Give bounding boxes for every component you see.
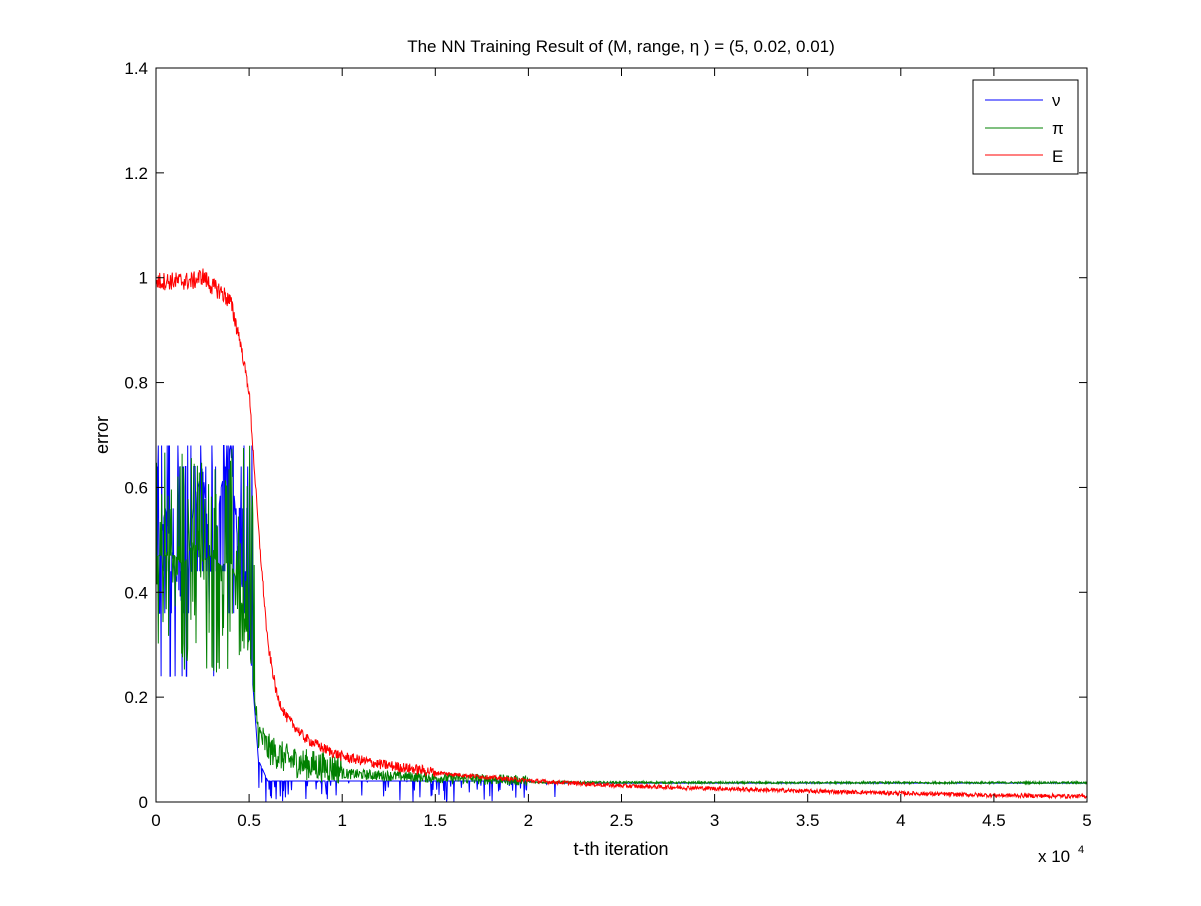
y-tick-label: 1.2	[124, 164, 148, 183]
legend-label-e: E	[1052, 147, 1063, 166]
y-tick-label: 0	[139, 793, 148, 812]
y-tick-label: 1	[139, 269, 148, 288]
x-multiplier-exponent: 4	[1078, 844, 1084, 856]
legend-entry-e: E	[985, 147, 1063, 166]
x-tick-label: 3.5	[796, 811, 820, 830]
x-tick-label: 1.5	[423, 811, 447, 830]
series-line-pi	[155, 445, 1088, 786]
x-tick-label: 4.5	[982, 811, 1006, 830]
legend-label-pi: π	[1052, 119, 1064, 138]
y-tick-label: 0.4	[124, 583, 148, 602]
x-tick-label: 0.5	[237, 811, 261, 830]
legend-label-nu: ν	[1052, 91, 1061, 110]
series-line-e	[155, 268, 1088, 800]
legend-entry-nu: ν	[985, 91, 1061, 110]
x-tick-label: 3	[710, 811, 719, 830]
x-tick-label: 2.5	[610, 811, 634, 830]
y-tick-label: 0.6	[124, 478, 148, 497]
x-tick-label: 5	[1082, 811, 1091, 830]
legend-entry-pi: π	[985, 119, 1064, 138]
x-tick-label: 2	[524, 811, 533, 830]
ticks-layer: 0 0.5 1 1.5 2 2.5 3 3.5 4 4.5 5 0 0.2 0.4 0.6 0.8 1 1.2 1.…	[124, 59, 1091, 830]
x-tick-label: 0	[151, 811, 160, 830]
y-tick-label: 0.8	[124, 374, 148, 393]
x-tick-label: 4	[896, 811, 905, 830]
x-tick-label: 1	[337, 811, 346, 830]
y-tick-label: 0.2	[124, 688, 148, 707]
y-axis-label: error	[92, 416, 112, 454]
legend-box	[972, 79, 1079, 175]
x-multiplier-base: x 10	[1038, 847, 1070, 866]
plot-area	[156, 68, 1087, 802]
y-tick-label: 1.4	[124, 59, 148, 78]
series-layer	[155, 268, 1088, 803]
legend: ν π E	[972, 79, 1079, 175]
chart-title: The NN Training Result of (M, range, η )…	[407, 37, 835, 56]
x-axis-label: t-th iteration	[573, 839, 668, 859]
x-multiplier: x 10 4	[1038, 844, 1084, 866]
